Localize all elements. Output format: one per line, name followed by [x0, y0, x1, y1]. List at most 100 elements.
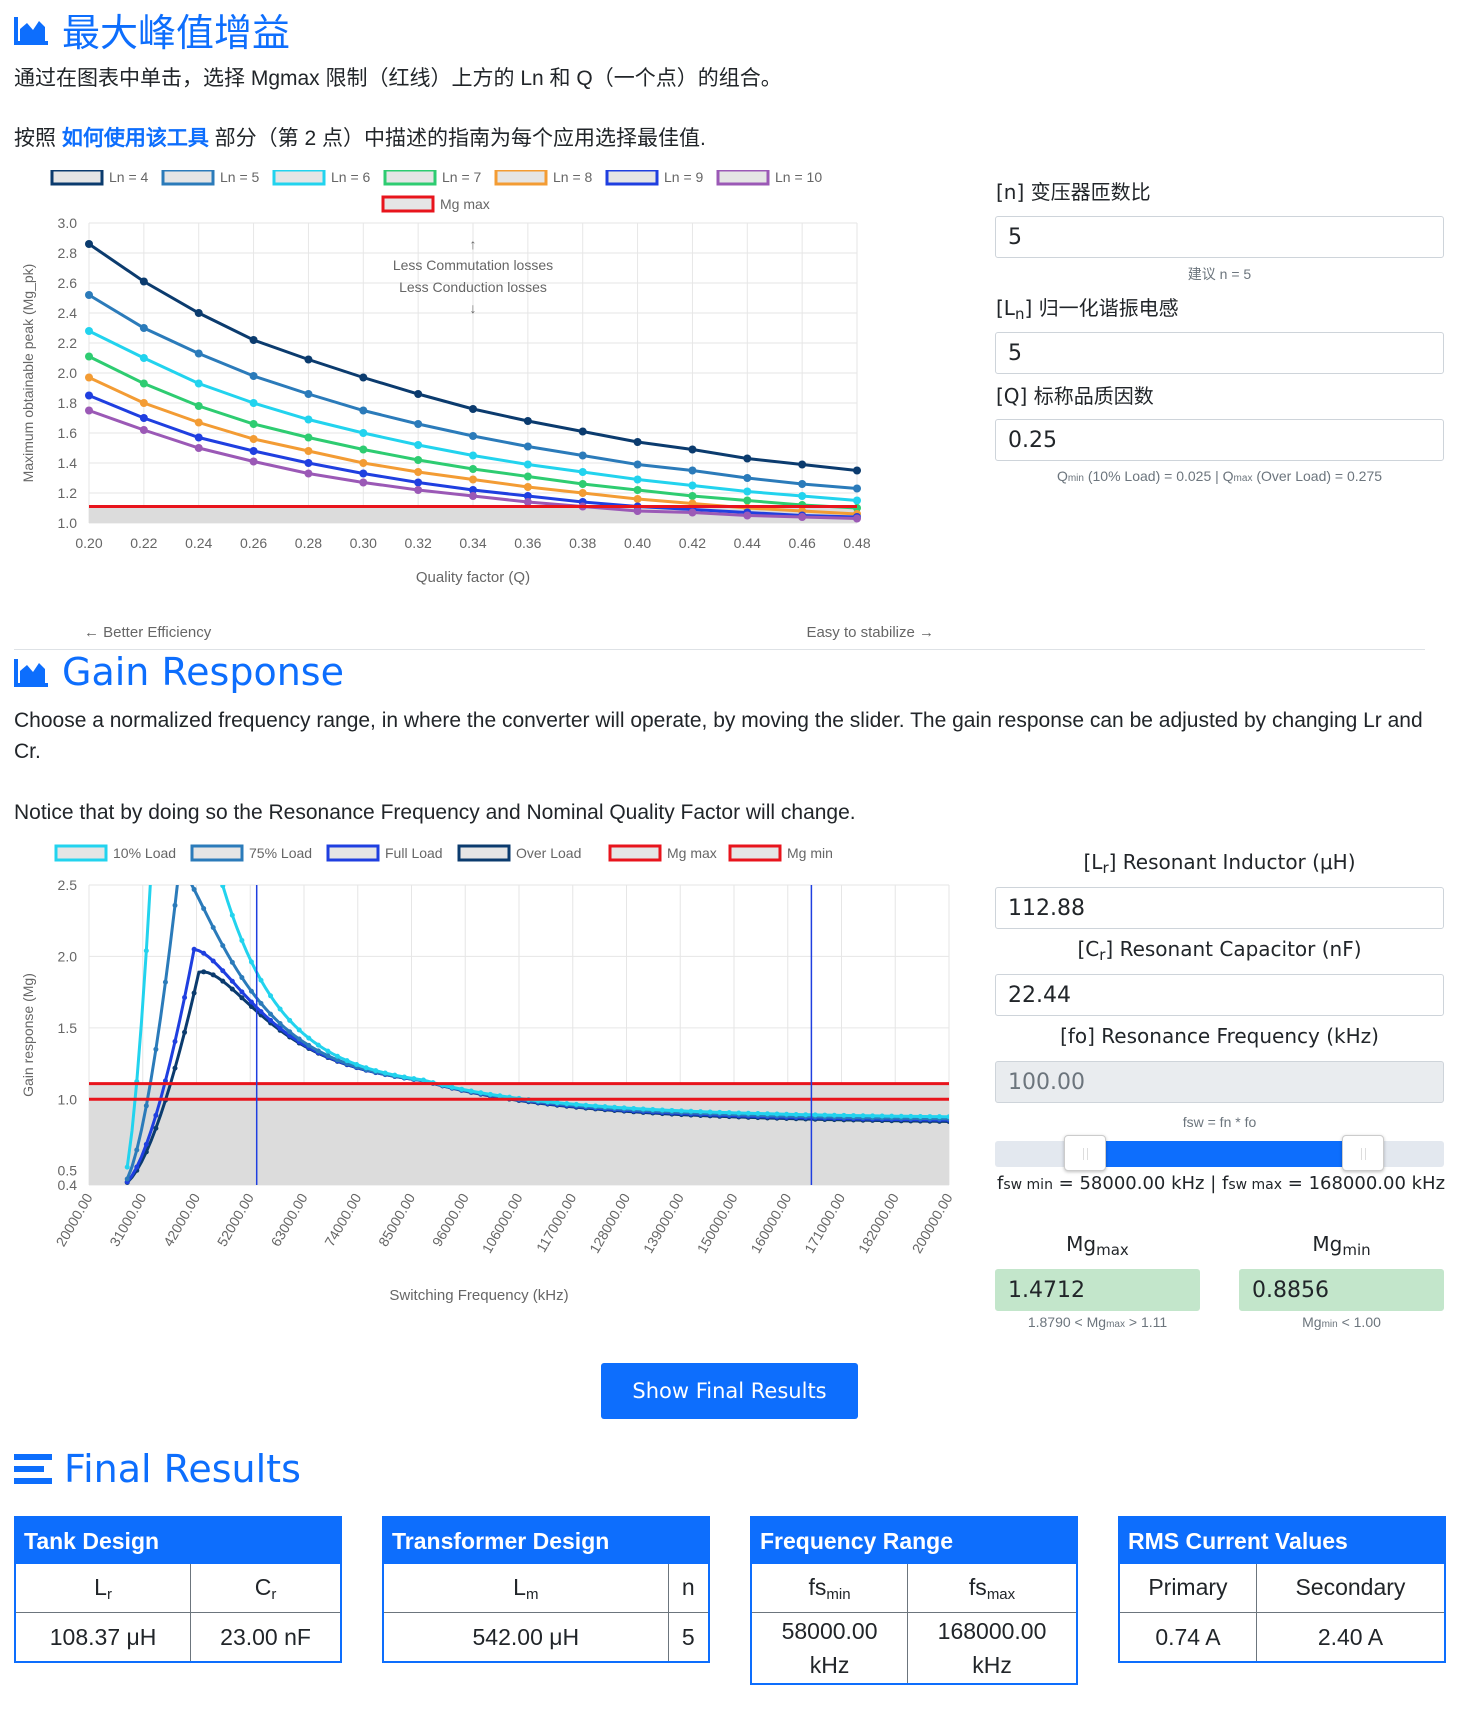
data-point	[287, 1029, 293, 1035]
x-tick-label: 42000.00	[160, 1190, 203, 1249]
data-point	[853, 496, 861, 505]
n-input[interactable]: 5	[995, 216, 1444, 258]
data-point	[523, 483, 532, 491]
show-final-results-button[interactable]: Show Final Results	[601, 1363, 858, 1419]
card-title: RMS Current Values	[1120, 1518, 1444, 1564]
y-tick-label: 1.2	[58, 485, 78, 501]
data-point	[85, 291, 93, 299]
data-point	[764, 1111, 770, 1117]
data-point	[201, 969, 207, 975]
data-point	[743, 511, 752, 520]
x-tick-label: 150000.00	[694, 1190, 741, 1255]
x-tick-label: 96000.00	[429, 1190, 472, 1249]
y-tick-label: 2.5	[58, 877, 78, 893]
data-point	[249, 420, 258, 428]
data-point	[392, 1072, 398, 1078]
result-card-frequency-range: Frequency Range fsmin fsmax 58000.00 kHz 168…	[750, 1516, 1078, 1685]
data-point	[139, 354, 148, 362]
data-point	[334, 1053, 340, 1059]
data-point	[578, 489, 587, 497]
n-label: [n] 变压器匝数比	[996, 180, 1151, 204]
legend-swatch-mgmax	[381, 195, 435, 213]
q-hint: Qmin (10% Load) = 0.025 | Qmax (Over Loa…	[1056, 468, 1383, 484]
x-tick-label: 0.26	[240, 535, 267, 551]
data-point	[306, 1042, 312, 1048]
data-point	[798, 480, 807, 488]
lr-input[interactable]: 112.88	[995, 887, 1444, 929]
x-tick-label: 0.46	[789, 535, 816, 551]
card-header-2: fsmax	[907, 1564, 1076, 1613]
mgmax-value: 1.4712	[995, 1269, 1200, 1311]
q-input[interactable]: 0.25	[995, 419, 1444, 461]
data-point	[469, 492, 477, 500]
card-header-1: Primary	[1120, 1564, 1257, 1613]
data-point	[210, 925, 216, 931]
section-description: 通过在图表中单击，选择 Mgmax 限制（红线）上方的 Ln 和 Q（一个点）的…	[14, 67, 782, 90]
data-point	[191, 946, 197, 952]
data-point	[139, 379, 148, 388]
section-title-gain-response: Gain Response	[14, 650, 344, 694]
data-point	[85, 391, 93, 400]
slider-handle-max[interactable]	[1342, 1135, 1385, 1171]
data-point	[669, 1107, 675, 1113]
data-point	[743, 487, 752, 496]
data-point	[229, 912, 235, 918]
result-card-transformer-design: Transformer Design Lm n 542.00 μH 5	[382, 1516, 710, 1663]
data-point	[201, 906, 207, 912]
fsw-formula: fsw = fn * fo	[1182, 1114, 1257, 1130]
data-point	[258, 977, 264, 983]
data-point	[354, 1061, 360, 1067]
x-tick-label: 0.38	[569, 535, 596, 551]
legend-label-4: Ln = 7	[442, 170, 482, 185]
result-card-rms-current-values: RMS Current Values Primary Secondary 0.74 A…	[1118, 1516, 1446, 1663]
x-tick-label: 182000.00	[855, 1190, 902, 1255]
data-point	[898, 1113, 904, 1119]
cr-input[interactable]: 22.44	[995, 974, 1444, 1016]
x-axis-label: Switching Frequency (kHz)	[389, 1287, 568, 1304]
y-tick-label: 0.4	[58, 1177, 78, 1193]
data-point	[139, 414, 148, 422]
data-point	[153, 1112, 159, 1118]
data-point	[688, 1108, 694, 1114]
data-point	[401, 1074, 407, 1080]
x-axis-label: Quality factor (Q)	[416, 569, 530, 586]
arrow-up-icon: ↑	[470, 236, 477, 252]
data-point	[258, 1000, 264, 1006]
data-point	[194, 379, 203, 388]
ln-input[interactable]: 5	[995, 332, 1444, 374]
slider-selected-range	[1084, 1141, 1364, 1167]
data-point	[631, 1105, 637, 1111]
gain-response-chart[interactable]: 10% Load 75% Load Full Load Over Load Mg max…	[14, 840, 974, 1315]
data-point	[334, 1057, 340, 1063]
data-point	[717, 1109, 723, 1115]
y-axis-label: Maximum obtainable peak (Mg_pk)	[20, 264, 36, 483]
data-point	[249, 457, 258, 466]
result-card-tank-design: Tank Design Lr Cr 108.37 μH 23.00 nF	[14, 1516, 342, 1663]
data-point	[853, 514, 861, 523]
data-point	[633, 438, 642, 446]
data-point	[220, 978, 226, 984]
card-value-2: 168000.00 kHz	[907, 1612, 1076, 1683]
slider-handle-min[interactable]	[1063, 1135, 1106, 1171]
data-point	[268, 993, 274, 999]
data-point	[793, 1111, 799, 1117]
gain-notice: Notice that by doing so the Resonance Fr…	[14, 801, 856, 824]
data-point	[277, 1025, 283, 1031]
data-point	[743, 474, 752, 482]
data-point	[853, 466, 861, 475]
max-peak-gain-chart[interactable]: Ln = 4 Ln = 5 Ln = 6 Ln = 7 Ln = 8 Ln = 9 Ln =…	[14, 170, 974, 640]
data-point	[578, 427, 587, 436]
y-tick-label: 1.6	[58, 425, 78, 441]
x-tick-label: 200000.00	[909, 1190, 956, 1255]
how-to-use-link[interactable]: 如何使用该工具	[61, 127, 209, 150]
data-point	[239, 975, 245, 981]
data-point	[296, 1036, 302, 1042]
data-point	[304, 433, 313, 442]
frequency-range-slider[interactable]	[995, 1135, 1444, 1171]
mgmax-hint: 1.8790 < Mgmax > 1.11	[1027, 1314, 1168, 1330]
data-point	[414, 390, 423, 398]
data-point	[927, 1114, 933, 1120]
data-point	[268, 1017, 274, 1023]
data-point	[831, 1112, 837, 1118]
data-point	[134, 1147, 140, 1153]
